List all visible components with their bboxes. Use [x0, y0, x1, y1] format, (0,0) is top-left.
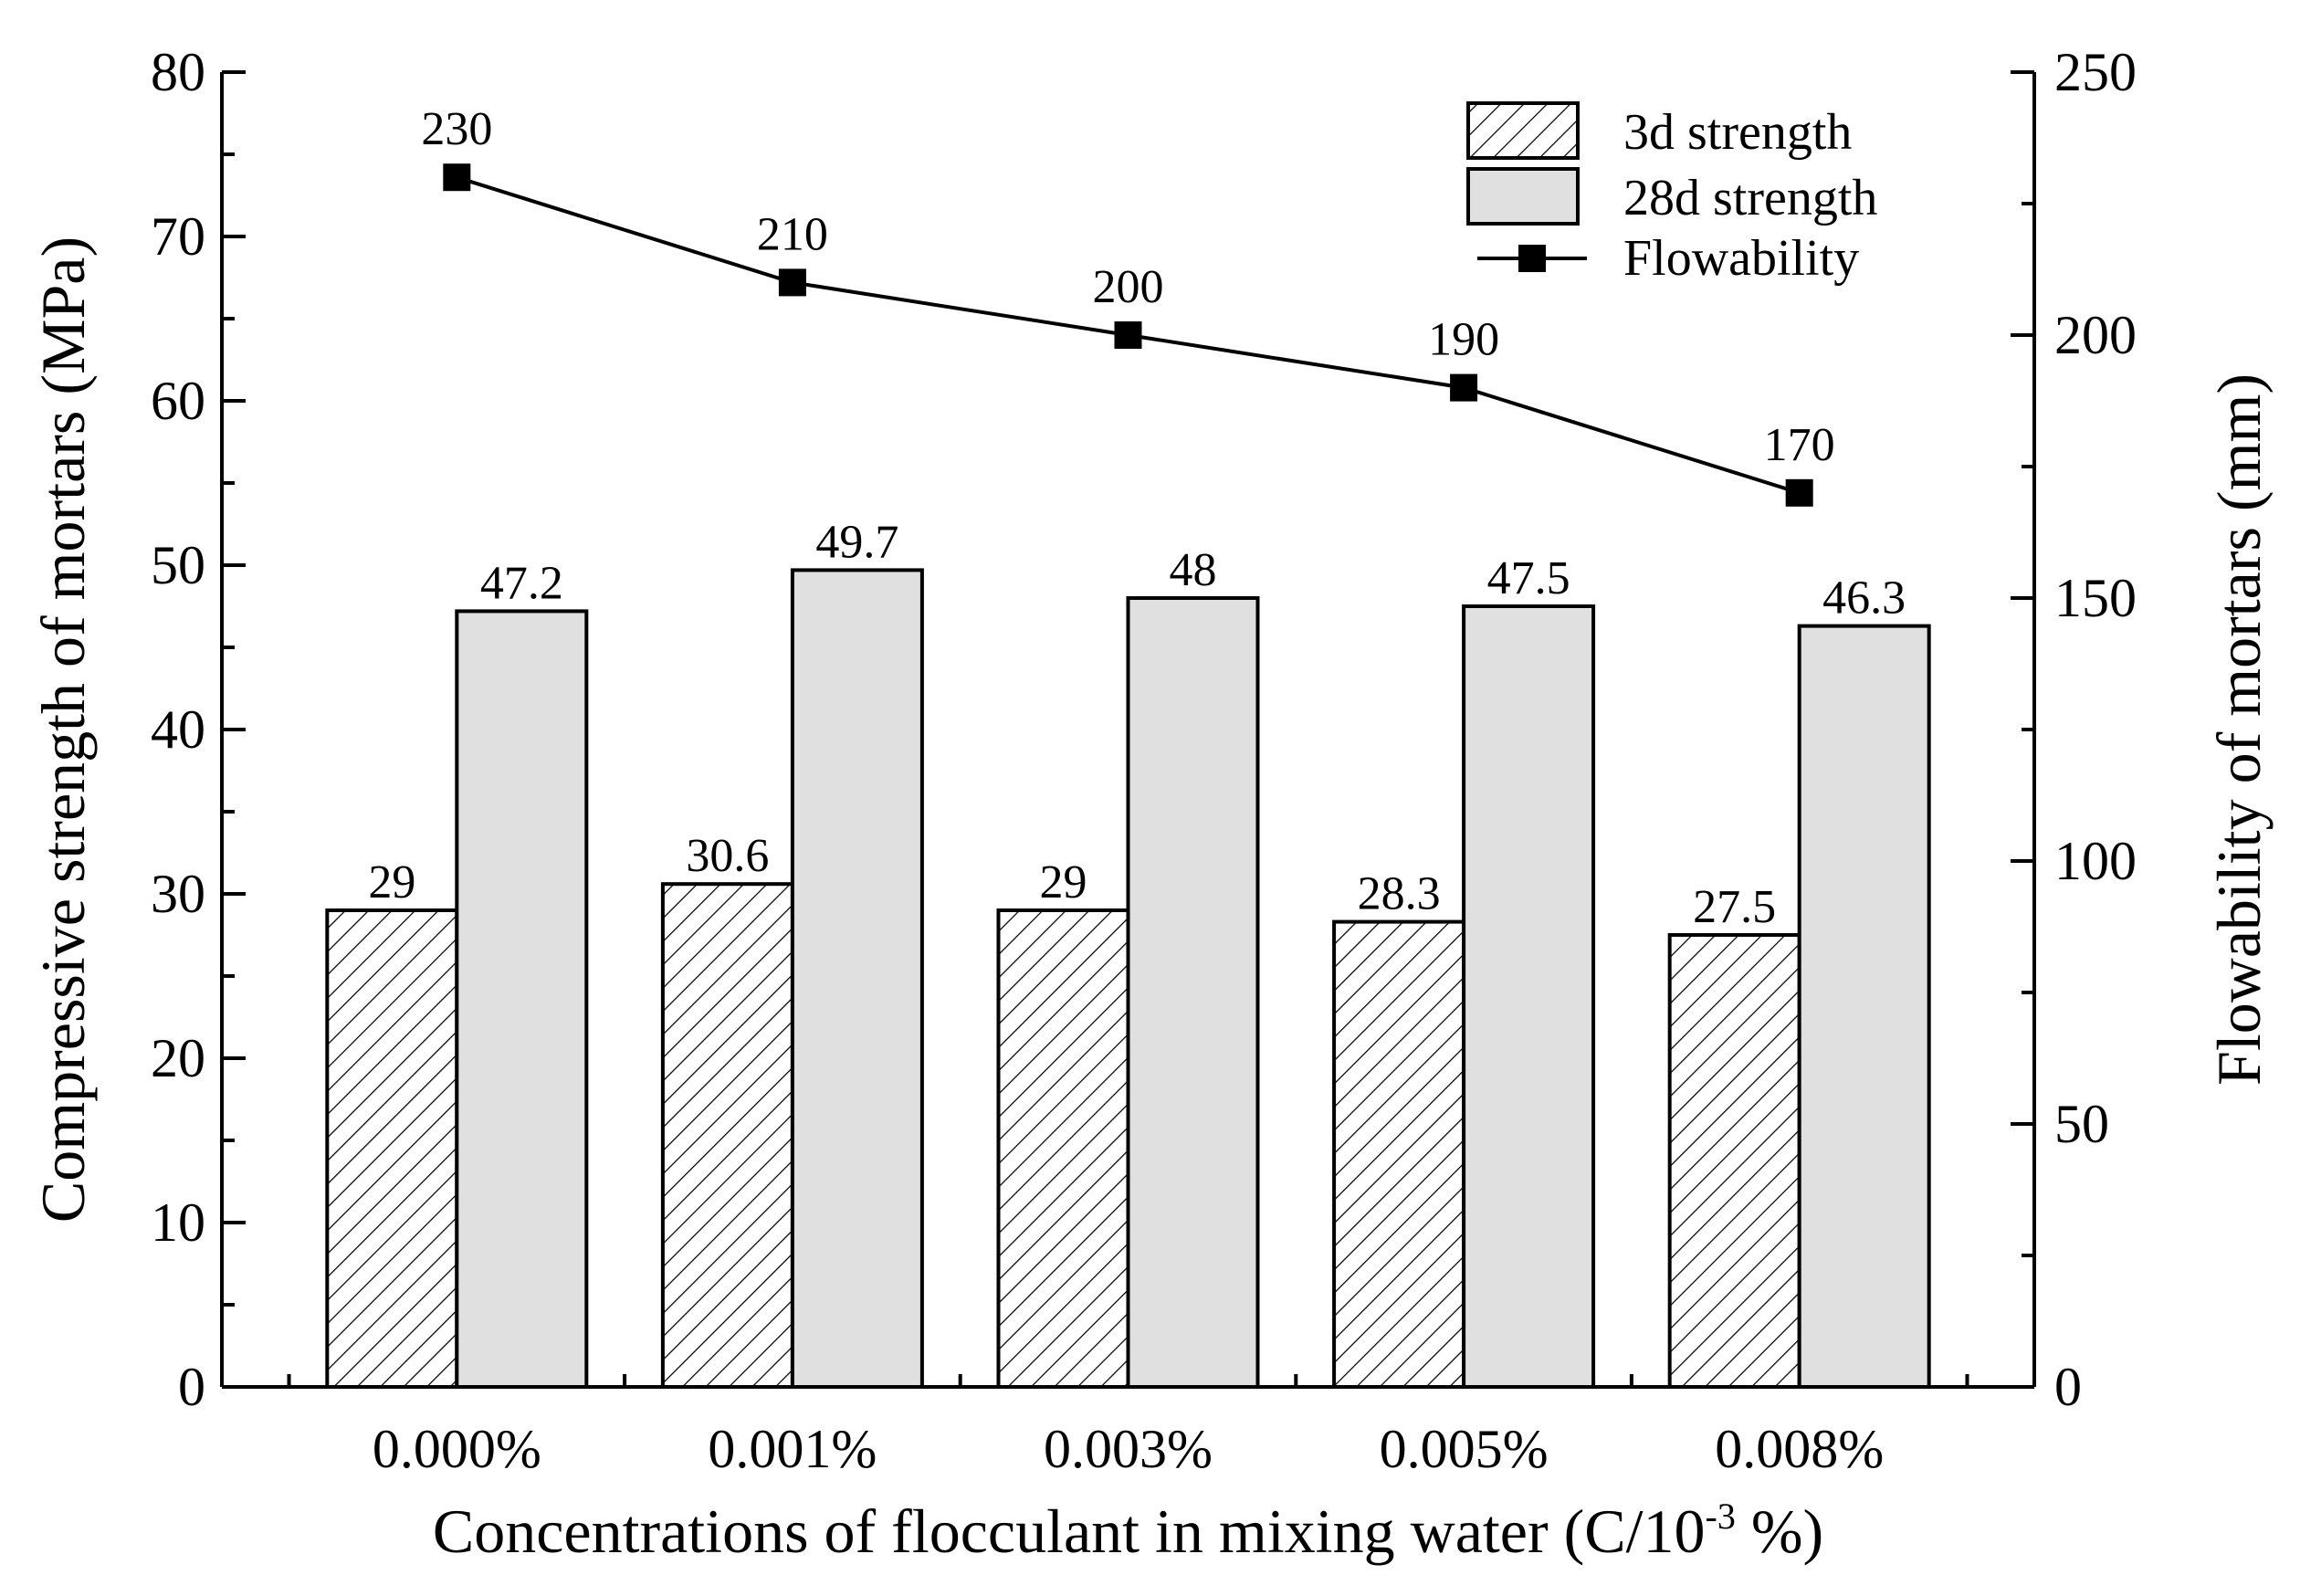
- bar-3d-strength: [1332, 919, 1466, 1389]
- y2-tick-label: 200: [2054, 305, 2137, 365]
- flowability-label: 230: [421, 103, 492, 155]
- bar-28d-strength: [1462, 604, 1596, 1389]
- bar-28d-label: 48: [1170, 544, 1217, 596]
- y2-tick-label: 150: [2054, 568, 2137, 628]
- flowability-label: 170: [1764, 419, 1835, 471]
- bar-28d-strength: [1797, 624, 1931, 1389]
- bar-28d-label: 47.2: [480, 557, 563, 609]
- y2-axis-title: Flowability of mortars (mm): [2204, 373, 2274, 1086]
- flowability-label: 200: [1093, 261, 1164, 313]
- legend-label-flowability: Flowability: [1623, 230, 1859, 287]
- bar-3d-label: 29: [368, 856, 415, 908]
- legend-marker-flowability: [1518, 245, 1546, 272]
- bar-28d-strength: [455, 609, 589, 1389]
- bars: [325, 568, 1931, 1389]
- bar-3d-strength: [1667, 933, 1801, 1389]
- bar-3d-strength: [325, 908, 459, 1389]
- y2-tick-label: 100: [2054, 831, 2137, 891]
- bar-28d-strength: [790, 568, 924, 1389]
- flowability-label: 190: [1428, 314, 1499, 366]
- bar-28d-label: 49.7: [815, 516, 898, 568]
- x-axis-title-tail: %): [1736, 1496, 1823, 1566]
- y-axis-title: Compressive strength of mortars (MPa): [28, 236, 98, 1223]
- y-tick-label: 0: [178, 1357, 205, 1417]
- flowability-marker: [1450, 373, 1478, 402]
- bar-3d-label: 30.6: [686, 830, 769, 882]
- legend-label-28d: 28d strength: [1623, 170, 1877, 226]
- bar-3d-strength: [660, 882, 794, 1389]
- x-tick-label: 0.001%: [708, 1419, 877, 1479]
- x-tick-label: 0.008%: [1715, 1419, 1884, 1479]
- bar-28d-strength: [1126, 596, 1260, 1389]
- plot-frame: 0 10 20 30 40 50 60 70 80 0 50 100 150 200 250 0.000% 0.…: [151, 42, 2137, 1479]
- bar-28d-label: 46.3: [1822, 572, 1906, 625]
- flowability-marker: [778, 268, 806, 297]
- flowability-label: 210: [757, 208, 828, 260]
- bar-3d-label: 27.5: [1693, 881, 1776, 933]
- y-tick-label: 20: [151, 1028, 205, 1088]
- bar-3d-strength: [996, 908, 1130, 1389]
- legend-swatch-3d: [1466, 101, 1580, 160]
- y-tick-label: 50: [151, 535, 205, 595]
- x-tick-label: 0.003%: [1044, 1419, 1213, 1479]
- x-tick-label: 0.005%: [1380, 1419, 1549, 1479]
- bar-3d-label: 29: [1040, 856, 1087, 908]
- x-axis-title-main: Concentrations of flocculant in mixing w…: [433, 1496, 1706, 1566]
- legend-label-3d: 3d strength: [1623, 104, 1852, 161]
- y2-tick-label: 50: [2054, 1094, 2109, 1154]
- y-tick-label: 10: [151, 1192, 205, 1253]
- legend-swatch-28d: [1466, 167, 1580, 226]
- bar-28d-label: 47.5: [1487, 552, 1570, 604]
- data-labels: 29 47.2 30.6 49.7 29 48 28.3 47.5 27.5 46.3 230 210…: [368, 103, 1906, 933]
- flowability-marker: [443, 163, 471, 192]
- x-tick-label: 0.000%: [373, 1419, 541, 1479]
- y-tick-label: 70: [151, 206, 205, 267]
- flowability-line: [443, 163, 1813, 507]
- y-tick-label: 60: [151, 371, 205, 431]
- y2-tick-label: 0: [2054, 1357, 2082, 1417]
- bar-3d-label: 28.3: [1358, 868, 1441, 920]
- y-tick-label: 30: [151, 864, 205, 924]
- y-tick-label: 80: [151, 42, 205, 102]
- y-tick-label: 40: [151, 699, 205, 760]
- x-axis-title: Concentrations of flocculant in mixing w…: [433, 1496, 1823, 1566]
- flowability-marker: [1114, 321, 1142, 349]
- y2-tick-label: 250: [2054, 42, 2137, 102]
- axis-titles: Compressive strength of mortars (MPa) Fl…: [28, 236, 2274, 1566]
- x-axis-title-superscript: -3: [1706, 1496, 1736, 1537]
- flowability-marker: [1785, 478, 1813, 507]
